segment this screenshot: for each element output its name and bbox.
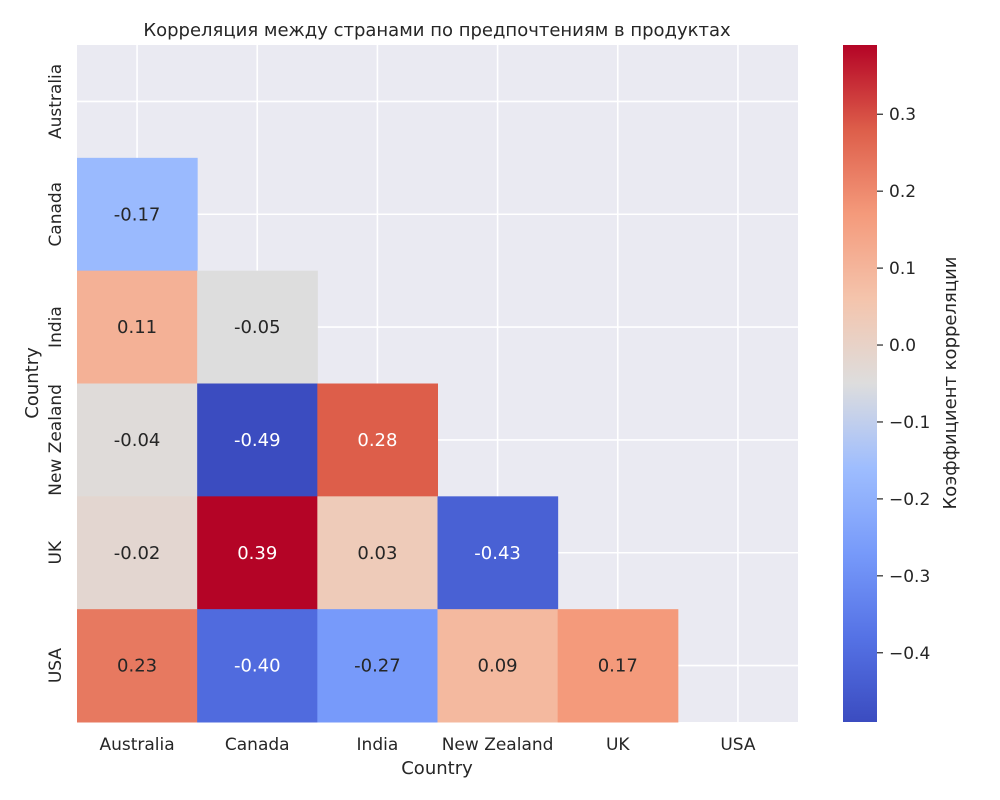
heatmap-cell xyxy=(197,496,318,610)
heatmap-cell xyxy=(317,383,438,497)
colorbar-tick-label: 0.3 xyxy=(889,105,916,125)
x-tick-labels: Australia Canada India New Zealand UK USA xyxy=(99,735,755,755)
y-tick-label: Canada xyxy=(46,182,66,247)
heatmap-cell xyxy=(77,270,198,384)
x-tick-label: UK xyxy=(606,735,630,755)
cell-value-label: -0.27 xyxy=(354,656,401,677)
y-tick-label: Australia xyxy=(46,64,66,139)
heatmap-cell xyxy=(197,609,318,723)
heatmap-cell xyxy=(197,383,318,497)
colorbar-tick-label: 0.0 xyxy=(889,336,916,356)
heatmap-cells xyxy=(77,157,679,723)
heatmap-cell xyxy=(197,270,318,384)
colorbar-tick-label: −0.3 xyxy=(889,567,930,587)
cell-value-label: -0.02 xyxy=(114,543,161,564)
y-tick-label: India xyxy=(46,306,66,348)
colorbar-label: Коэффициент корреляции xyxy=(940,257,961,510)
x-tick-label: Australia xyxy=(99,735,174,755)
y-tick-label: USA xyxy=(46,648,66,684)
chart-title: Корреляция между странами по предпочтени… xyxy=(143,20,731,41)
colorbar xyxy=(843,45,877,722)
colorbar-tick-label: −0.2 xyxy=(889,490,930,510)
colorbar-tick-label: 0.1 xyxy=(889,259,916,279)
colorbar-tick-label: 0.2 xyxy=(889,182,916,202)
colorbar-tick-label: −0.4 xyxy=(889,644,930,664)
heatmap-cell xyxy=(317,496,438,610)
y-axis-label: Country xyxy=(22,347,43,419)
x-tick-label: Canada xyxy=(225,735,290,755)
x-axis-label: Country xyxy=(401,758,473,779)
cell-value-label: 0.39 xyxy=(237,543,277,564)
cell-value-label: -0.43 xyxy=(474,543,521,564)
cell-value-label: 0.03 xyxy=(357,543,397,564)
cell-value-label: -0.04 xyxy=(114,430,161,451)
colorbar-tick-label: −0.1 xyxy=(889,413,930,433)
cell-value-label: -0.40 xyxy=(234,656,281,677)
y-tick-labels: Australia Canada India New Zealand UK USA xyxy=(46,64,66,683)
cell-value-label: 0.28 xyxy=(357,430,397,451)
cell-value-label: 0.17 xyxy=(598,656,638,677)
x-tick-label: India xyxy=(357,735,399,755)
cell-value-labels: -0.17 0.11 -0.05 -0.04 -0.49 0.28 -0.02 0.39 0.0… xyxy=(114,204,638,676)
heatmap-cell xyxy=(77,383,198,497)
colorbar-ticks: 0.3 0.2 0.1 0.0 −0.1 −0.2 −0.3 −0.4 xyxy=(877,105,930,664)
cell-value-label: -0.05 xyxy=(234,317,281,338)
x-tick-label: New Zealand xyxy=(442,735,554,755)
heatmap-cell xyxy=(317,609,438,723)
heatmap-cell xyxy=(437,496,559,610)
cell-value-label: 0.23 xyxy=(117,656,157,677)
cell-value-label: -0.49 xyxy=(234,430,281,451)
heatmap-cell xyxy=(77,157,198,272)
y-tick-label: UK xyxy=(46,540,66,564)
cell-value-label: -0.17 xyxy=(114,204,161,225)
y-tick-label: New Zealand xyxy=(46,384,66,496)
x-tick-label: USA xyxy=(720,735,756,755)
cell-value-label: 0.11 xyxy=(117,317,157,338)
cell-value-label: 0.09 xyxy=(478,656,518,677)
heatmap-cell xyxy=(77,496,198,610)
heatmap-cell xyxy=(557,609,679,723)
heatmap-cell xyxy=(77,609,198,723)
heatmap-cell xyxy=(437,609,559,723)
